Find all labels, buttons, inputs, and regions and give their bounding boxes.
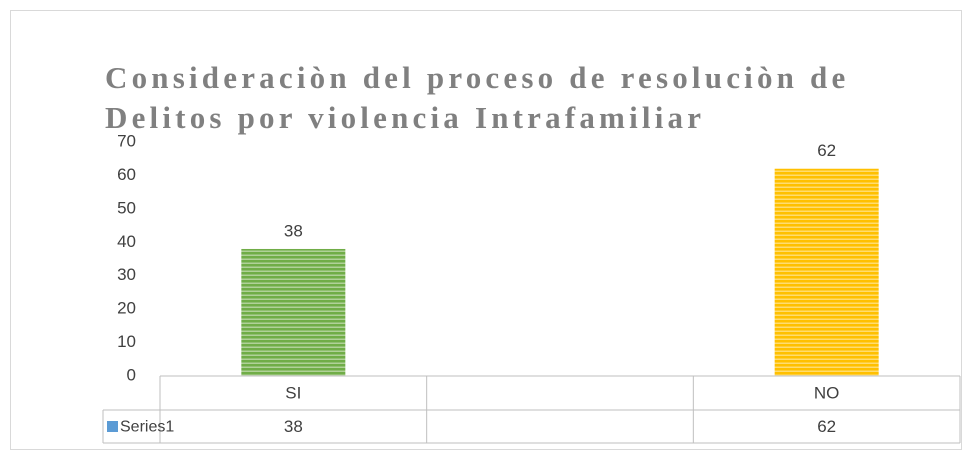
table-value: 62 [817,417,836,436]
x-tick-label: NO [814,383,840,402]
y-tick-label: 70 [117,131,136,150]
y-tick-label: 0 [127,365,136,384]
x-tick-label: SI [285,383,301,402]
y-tick-label: 20 [117,299,136,318]
y-tick-label: 50 [117,198,136,217]
bar [774,168,879,376]
y-tick-label: 30 [117,265,136,284]
y-tick-label: 60 [117,165,136,184]
y-tick-label: 40 [117,232,136,251]
table-value: 38 [284,417,303,436]
chart-border [10,10,962,450]
legend-label: Series1 [120,419,174,436]
legend-key [107,421,118,432]
chart-title: Consideraciòn del proceso de resoluciòn … [105,60,850,135]
y-tick-label: 10 [117,332,136,351]
bar [241,248,346,376]
data-label: 38 [284,221,303,240]
data-label: 62 [817,141,836,160]
